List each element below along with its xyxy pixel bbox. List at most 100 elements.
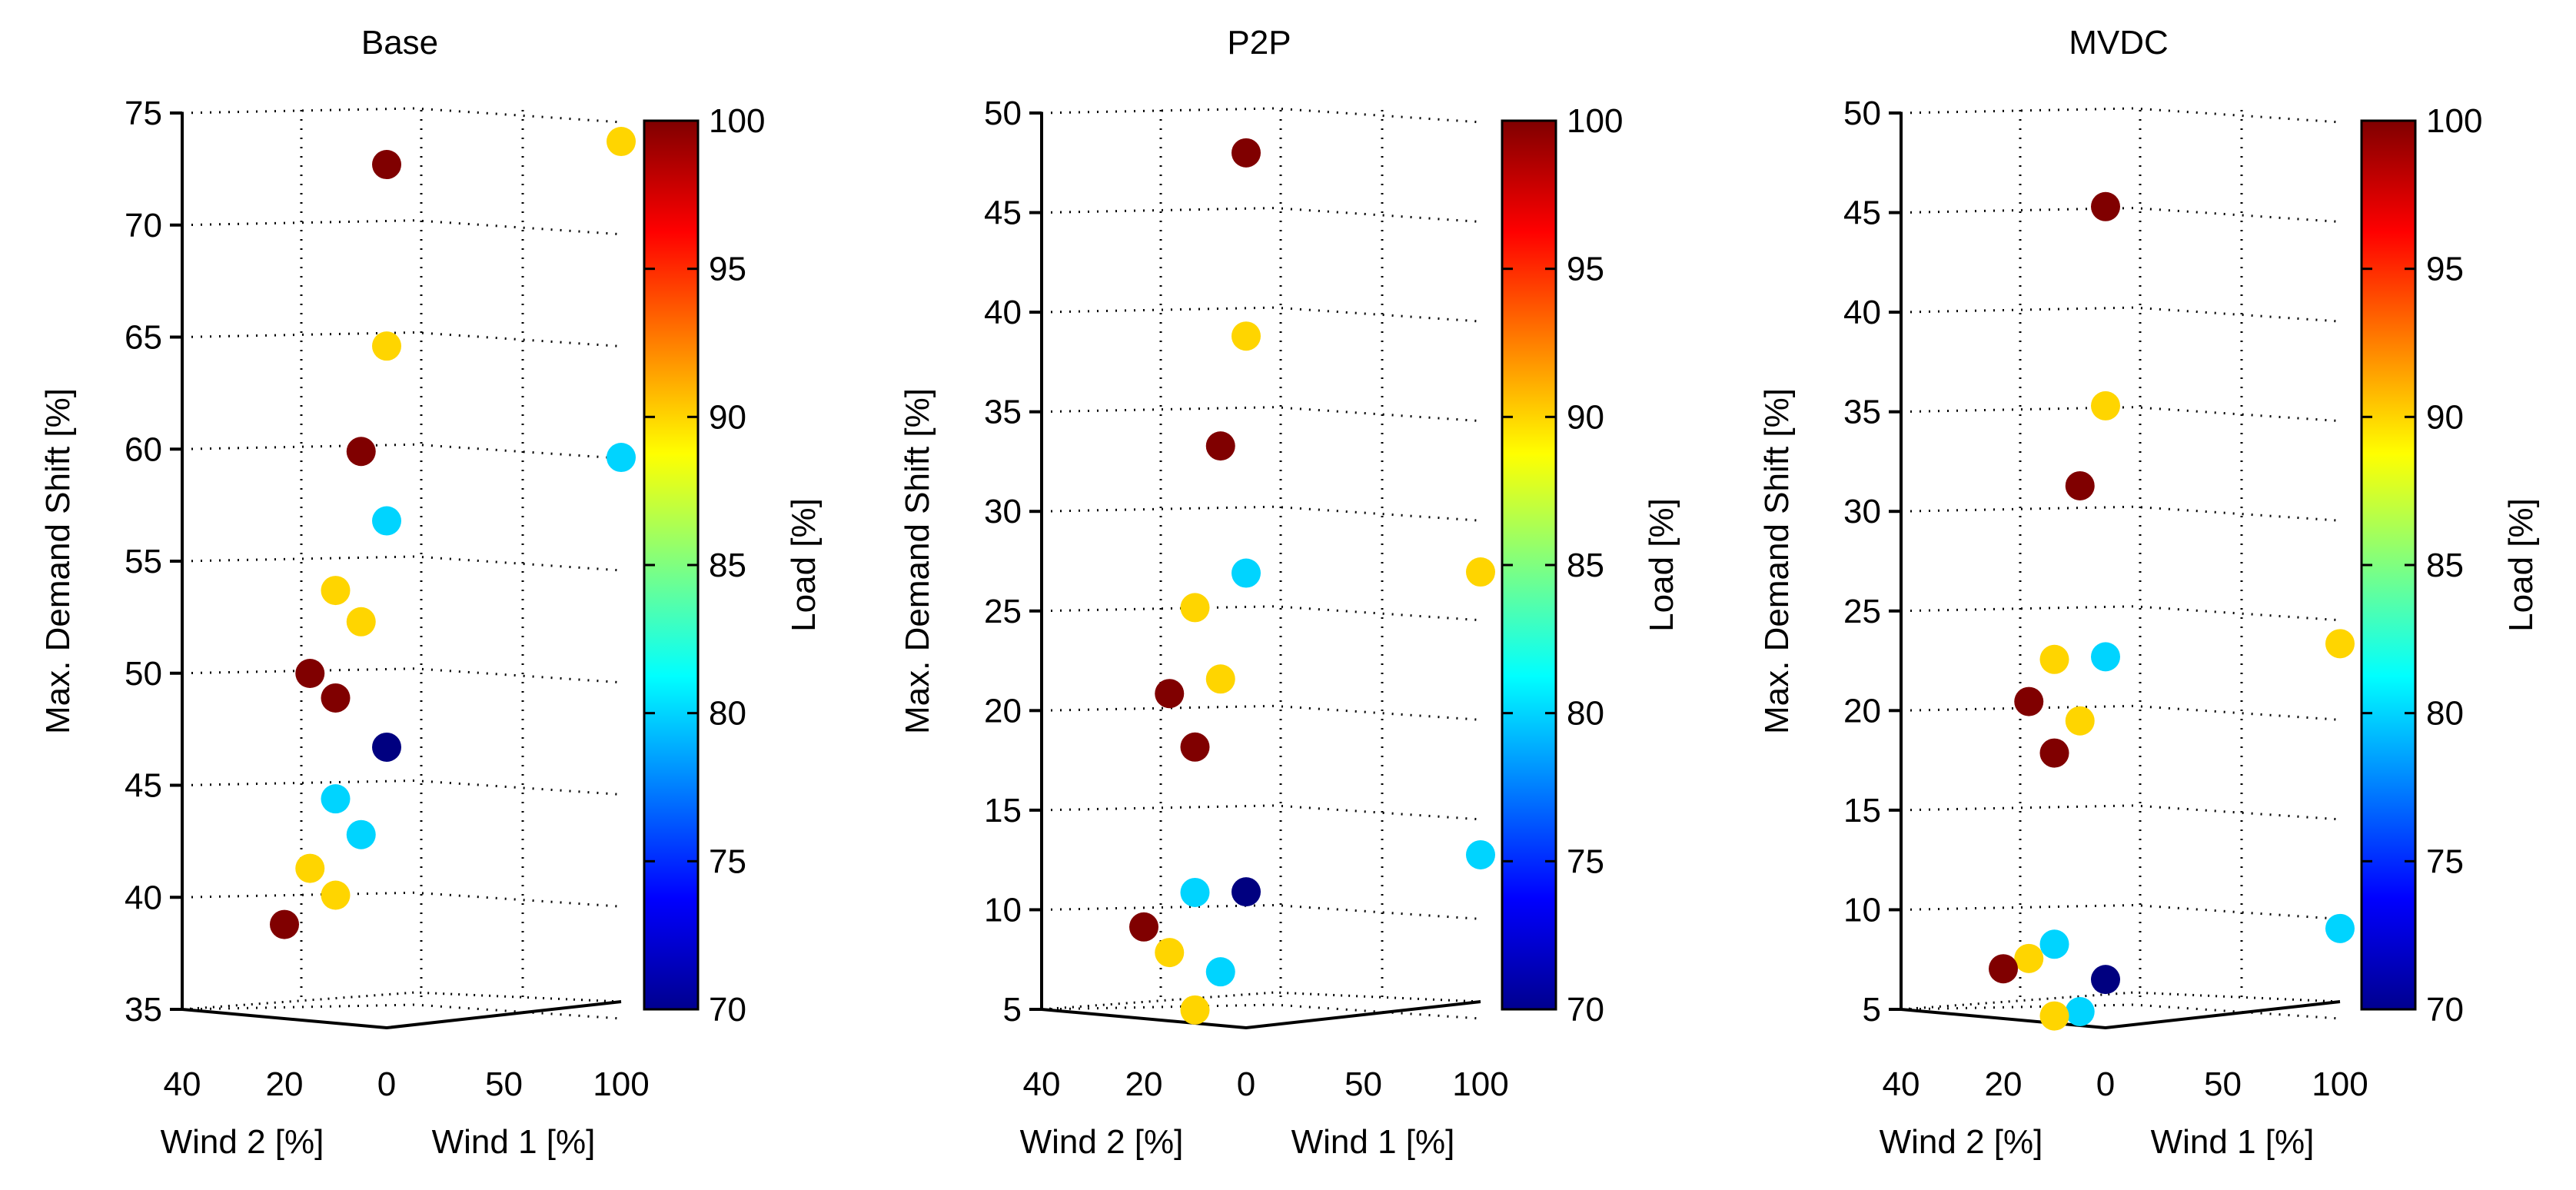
z-tick-label-60: 60 — [125, 430, 162, 468]
colorbar-tick-label-70: 70 — [2426, 991, 2464, 1029]
data-point-16 — [1180, 995, 1210, 1025]
wind2-tick-label-20: 20 — [1985, 1065, 2023, 1103]
data-point-3 — [1205, 431, 1235, 461]
floor-back-edges — [181, 991, 622, 1011]
z-tick-label-45: 45 — [125, 767, 162, 805]
data-point-15 — [2065, 997, 2095, 1026]
panel-p2p: 5 10 15 20 25 30 35 40 45 50 Max. Demand Shift [%]… — [899, 24, 1680, 1161]
data-point-1 — [372, 150, 401, 180]
colorbar-tick-label-75: 75 — [2426, 843, 2464, 880]
z-tick-label-45: 45 — [1843, 194, 1881, 232]
z-tick-label-10: 10 — [984, 891, 1022, 929]
data-point-6 — [372, 506, 401, 536]
data-point-4 — [1231, 558, 1261, 588]
wind1-axis-label: Wind 1 [%] — [1291, 1123, 1455, 1161]
data-point-10 — [2039, 929, 2069, 959]
wind2-tick-label-0: 0 — [377, 1065, 396, 1103]
z-tick-label-35: 35 — [125, 991, 162, 1029]
data-point-1 — [2091, 191, 2120, 221]
data-point-2 — [2091, 391, 2120, 420]
z-tick-label-40: 40 — [984, 294, 1022, 331]
wind1-tick-label-50: 50 — [485, 1065, 523, 1103]
data-point-8 — [2065, 706, 2095, 736]
colorbar-tick-label-75: 75 — [1567, 843, 1604, 880]
data-point-11 — [2014, 943, 2044, 973]
wind1-tick-label-50: 50 — [2204, 1065, 2242, 1103]
z-tick-label-25: 25 — [1843, 593, 1881, 630]
z-tick-label-30: 30 — [984, 493, 1022, 530]
colorbar-tick-label-95: 95 — [2426, 251, 2464, 288]
data-point-15 — [1205, 957, 1235, 987]
data-point-3 — [372, 331, 401, 361]
data-point-14 — [295, 853, 325, 883]
colorbar-tick-label-90: 90 — [709, 398, 746, 436]
data-point-14 — [2091, 965, 2120, 995]
floor-front-edges — [1041, 1000, 1481, 1030]
data-point-5 — [2091, 642, 2120, 672]
panel-mvdc: 5 10 15 20 25 30 35 40 45 50 Max. Demand Shift [%]… — [1758, 24, 2540, 1161]
z-axis-label: Max. Demand Shift [%] — [39, 388, 77, 734]
data-point-11 — [372, 732, 401, 762]
data-point-12 — [2325, 913, 2355, 943]
wind1-tick-label-100: 100 — [593, 1065, 649, 1103]
z-tick-label-50: 50 — [1843, 95, 1881, 132]
z-tick-label-5: 5 — [1863, 991, 1881, 1029]
data-point-12 — [321, 784, 351, 814]
wind2-tick-label-0: 0 — [1237, 1065, 1255, 1103]
z-tick-label-70: 70 — [125, 207, 162, 244]
z-axis-label: Max. Demand Shift [%] — [899, 388, 936, 734]
z-tick-label-30: 30 — [1843, 493, 1881, 530]
data-point-16 — [270, 909, 299, 939]
colorbar-label: Load [%] — [785, 498, 823, 632]
z-tick-label-55: 55 — [125, 543, 162, 580]
wind1-axis-label: Wind 1 [%] — [432, 1123, 596, 1161]
wind1-tick-label-50: 50 — [1345, 1065, 1382, 1103]
z-tick-label-50: 50 — [984, 95, 1022, 132]
z-tick-label-40: 40 — [125, 879, 162, 916]
wind2-tick-label-40: 40 — [1883, 1065, 1920, 1103]
colorbar-label: Load [%] — [2502, 498, 2540, 632]
z-tick-label-65: 65 — [125, 319, 162, 357]
z-tick-label-10: 10 — [1843, 891, 1881, 929]
data-point-16 — [2039, 1001, 2069, 1031]
chart-title: Base — [361, 24, 438, 61]
wind2-axis-label: Wind 2 [%] — [161, 1123, 324, 1161]
data-point-14 — [1155, 938, 1185, 968]
data-point-7 — [1205, 664, 1235, 694]
colorbar-tick-label-95: 95 — [1567, 251, 1604, 288]
data-point-9 — [1180, 732, 1210, 762]
data-point-2 — [607, 127, 636, 157]
data-point-8 — [346, 607, 376, 637]
colorbar-tick-label-75: 75 — [709, 843, 746, 880]
data-point-5 — [607, 443, 636, 473]
z-tick-label-20: 20 — [1843, 692, 1881, 730]
data-point-3 — [2065, 470, 2095, 500]
z-tick-label-25: 25 — [984, 593, 1022, 630]
z-tick-label-15: 15 — [984, 792, 1022, 829]
colorbar-label: Load [%] — [1643, 498, 1680, 632]
data-point-2 — [1231, 321, 1261, 351]
z-tick-label-50: 50 — [125, 655, 162, 693]
z-tick-label-35: 35 — [984, 394, 1022, 431]
colorbar-tick-label-70: 70 — [709, 991, 746, 1029]
data-point-7 — [2014, 686, 2044, 716]
colorbar-tick-label-80: 80 — [709, 695, 746, 733]
data-point-15 — [321, 880, 351, 910]
colorbar-tick-label-100: 100 — [1567, 102, 1623, 140]
data-point-12 — [1231, 877, 1261, 907]
wind1-tick-label-100: 100 — [2312, 1065, 2368, 1103]
colorbar-tick-label-80: 80 — [2426, 695, 2464, 733]
z-axis-label: Max. Demand Shift [%] — [1758, 388, 1796, 734]
colorbar-tick-label-100: 100 — [2426, 102, 2482, 140]
data-point-9 — [295, 659, 325, 689]
wind1-axis-label: Wind 1 [%] — [2151, 1123, 2315, 1161]
data-point-10 — [321, 683, 351, 713]
data-point-13 — [1989, 954, 2018, 984]
floor-back-edges — [1041, 991, 1481, 1011]
data-point-13 — [346, 819, 376, 849]
wind2-tick-label-20: 20 — [1125, 1065, 1163, 1103]
colorbar-tick-label-85: 85 — [709, 547, 746, 584]
z-tick-label-40: 40 — [1843, 294, 1881, 331]
